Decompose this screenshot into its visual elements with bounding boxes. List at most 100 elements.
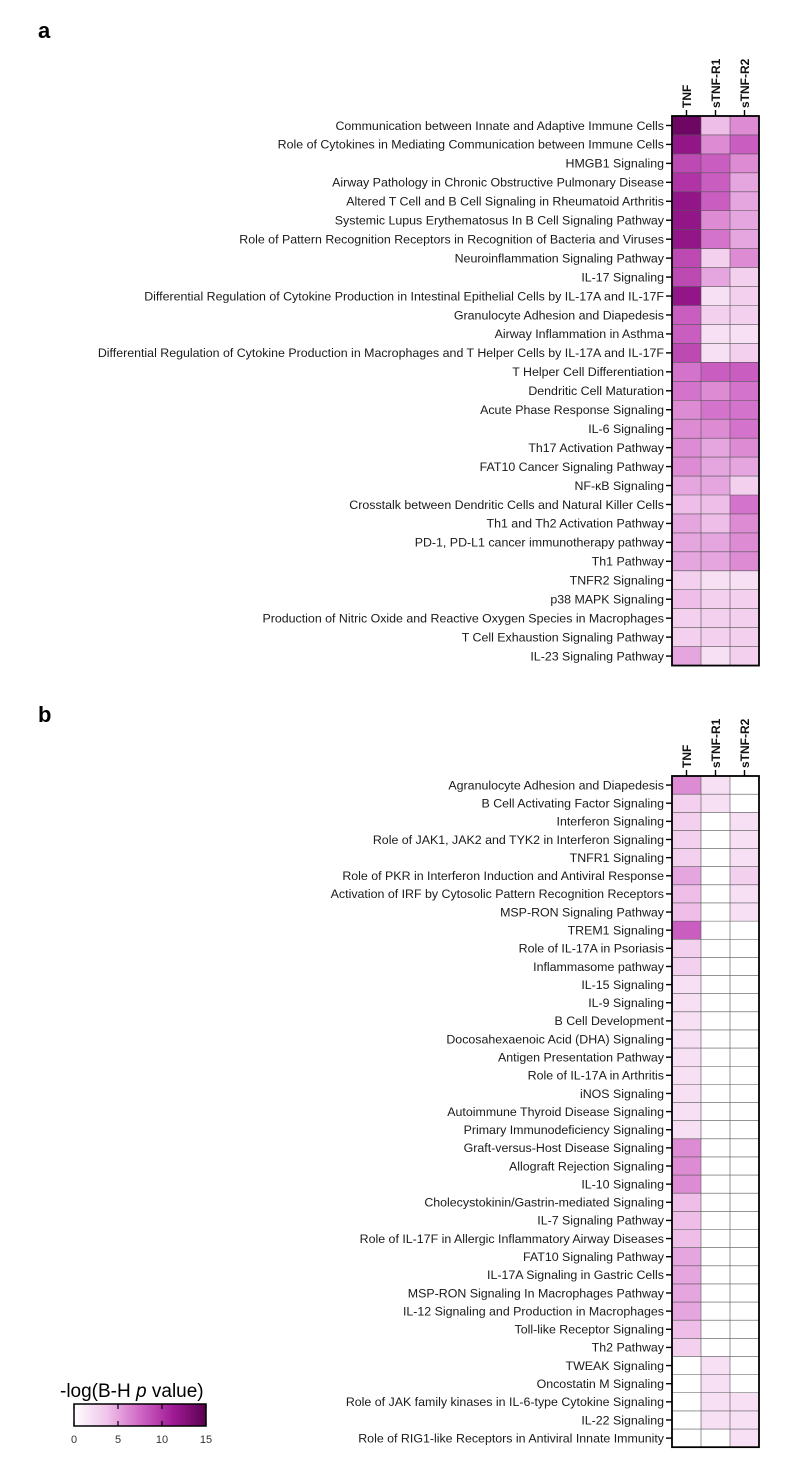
heatmap-cell bbox=[701, 229, 731, 250]
heatmap-cell bbox=[672, 1138, 702, 1158]
heatmap-cell bbox=[730, 1320, 760, 1339]
heatmap-cell bbox=[701, 532, 731, 553]
heatmap-cell bbox=[701, 1429, 731, 1448]
row-label: Role of IL-17F in Allergic Inflammatory … bbox=[360, 1232, 664, 1246]
heatmap-cell bbox=[730, 1029, 760, 1049]
heatmap-cell bbox=[672, 1156, 702, 1176]
heatmap-cell bbox=[701, 939, 731, 958]
row-label: TWEAK Signaling bbox=[566, 1359, 665, 1373]
heatmap-cell bbox=[730, 1374, 760, 1394]
row-label: Neuroinflammation Signaling Pathway bbox=[455, 251, 665, 265]
heatmap-cell bbox=[730, 153, 760, 174]
row-label: TREM1 Signaling bbox=[568, 923, 665, 937]
heatmap-cell bbox=[701, 1374, 731, 1394]
heatmap-panel-a: a Communication between Innate and Adapti… bbox=[38, 18, 760, 667]
heatmap-cell bbox=[701, 419, 731, 439]
heatmap-cell bbox=[730, 589, 760, 610]
heatmap-cell bbox=[701, 1029, 731, 1049]
row-label: FAT10 Cancer Signaling Pathway bbox=[480, 460, 665, 474]
row-label: IL-9 Signaling bbox=[588, 996, 664, 1010]
heatmap-cell bbox=[701, 343, 731, 363]
heatmap-cell bbox=[730, 608, 760, 629]
colorbar-tick-label: 0 bbox=[71, 1434, 77, 1446]
heatmap-cell bbox=[730, 1011, 760, 1031]
heatmap-cell bbox=[730, 1356, 760, 1376]
heatmap-cell bbox=[701, 1011, 731, 1031]
column-label: TNF bbox=[680, 745, 694, 768]
heatmap-cell bbox=[672, 1229, 702, 1249]
row-label: IL-15 Signaling bbox=[581, 978, 664, 992]
heatmap-cell bbox=[730, 191, 760, 212]
heatmap-cell bbox=[730, 1048, 760, 1067]
heatmap-cell bbox=[672, 381, 702, 401]
heatmap-cell bbox=[701, 495, 731, 515]
row-label: Role of IL-17A in Psoriasis bbox=[519, 942, 664, 956]
heatmap-cell bbox=[730, 993, 760, 1013]
row-label: Th17 Activation Pathway bbox=[528, 441, 664, 455]
heatmap-cell bbox=[701, 1048, 731, 1067]
heatmap-cell bbox=[672, 153, 702, 174]
row-label: Th1 Pathway bbox=[592, 555, 665, 569]
heatmap-cell bbox=[730, 1102, 760, 1122]
heatmap-cell bbox=[730, 866, 760, 886]
row-label: Dendritic Cell Maturation bbox=[528, 384, 664, 398]
heatmap-cell bbox=[730, 438, 760, 458]
row-label: Toll-like Receptor Signaling bbox=[515, 1323, 665, 1337]
heatmap-cell bbox=[730, 551, 760, 572]
row-label: Primary Immunodeficiency Signaling bbox=[464, 1123, 665, 1137]
heatmap-cell bbox=[730, 248, 760, 268]
row-label: IL-23 Signaling Pathway bbox=[530, 649, 664, 663]
heatmap-cell bbox=[701, 830, 731, 849]
row-label: Allograft Rejection Signaling bbox=[509, 1159, 664, 1173]
row-label: Role of PKR in Interferon Induction and … bbox=[342, 869, 664, 883]
heatmap-cell bbox=[701, 1102, 731, 1122]
heatmap-cell bbox=[701, 975, 731, 995]
heatmap-cell bbox=[730, 362, 760, 382]
heatmap-cell bbox=[672, 1265, 702, 1285]
row-label: Systemic Lupus Erythematosus In B Cell S… bbox=[335, 214, 665, 228]
heatmap-cell bbox=[730, 210, 760, 231]
heatmap-cell bbox=[730, 1211, 760, 1230]
heatmap-cell bbox=[672, 551, 702, 572]
heatmap-cell bbox=[672, 848, 702, 868]
heatmap-cell bbox=[730, 902, 760, 922]
heatmap-cell bbox=[730, 812, 760, 831]
row-label: Role of JAK1, JAK2 and TYK2 in Interfero… bbox=[373, 833, 664, 847]
heatmap-cell bbox=[701, 1247, 731, 1267]
row-label: Role of Cytokines in Mediating Communica… bbox=[278, 138, 664, 152]
heatmap-cell bbox=[672, 116, 702, 136]
heatmap-cell bbox=[701, 438, 731, 458]
heatmap-cell bbox=[701, 267, 731, 287]
heatmap-cell bbox=[672, 1356, 702, 1376]
heatmap-cell bbox=[701, 884, 731, 904]
heatmap-cell bbox=[730, 400, 760, 420]
heatmap-cell bbox=[672, 1429, 702, 1448]
heatmap-cell bbox=[730, 1392, 760, 1412]
heatmap-cell bbox=[701, 116, 731, 136]
heatmap-cell bbox=[701, 1302, 731, 1321]
colorbar-gradient bbox=[73, 1403, 207, 1427]
row-label: Airway Inflammation in Asthma bbox=[495, 327, 665, 341]
heatmap-cell bbox=[701, 1265, 731, 1285]
row-label: TNFR2 Signaling bbox=[570, 574, 664, 588]
row-label: Cholecystokinin/Gastrin-mediated Signali… bbox=[424, 1196, 664, 1210]
heatmap-cell bbox=[672, 1175, 702, 1194]
heatmap-cell bbox=[701, 589, 731, 610]
heatmap-cell bbox=[672, 362, 702, 382]
heatmap-cell bbox=[701, 866, 731, 886]
heatmap-cell bbox=[730, 848, 760, 868]
heatmap-cell bbox=[672, 1247, 702, 1267]
heatmap-cell bbox=[730, 1138, 760, 1158]
heatmap-cell bbox=[672, 1102, 702, 1122]
heatmap-cell bbox=[672, 532, 702, 553]
row-label: iNOS Signaling bbox=[580, 1087, 664, 1101]
heatmap-cell bbox=[701, 134, 731, 155]
colorbar-legend: -log(B-H p value) 0 5 10 15 bbox=[60, 1381, 212, 1446]
row-label: MSP-RON Signaling Pathway bbox=[500, 905, 665, 919]
heatmap-cell bbox=[701, 1410, 731, 1430]
heatmap-cell bbox=[701, 1120, 731, 1140]
heatmap-cell bbox=[701, 646, 731, 666]
heatmap-cell bbox=[730, 1410, 760, 1430]
heatmap-cell bbox=[701, 570, 731, 591]
